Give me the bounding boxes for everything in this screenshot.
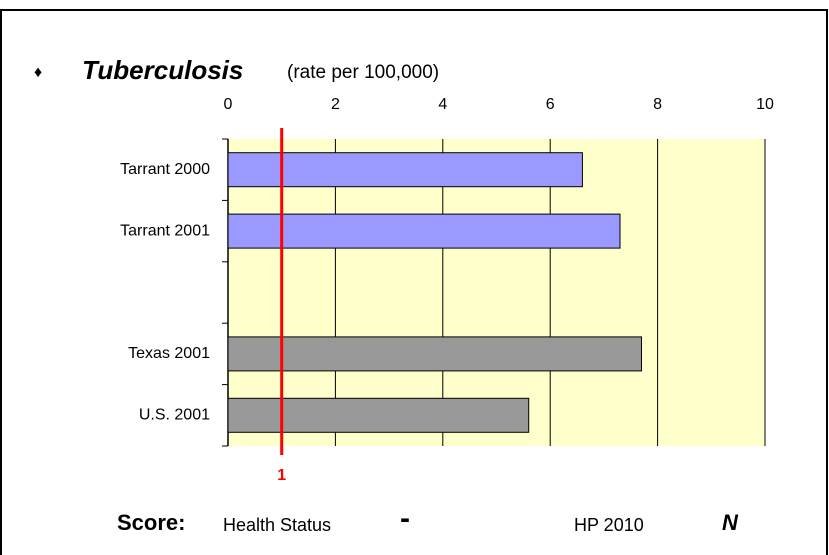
health-status: Health Status — [223, 515, 331, 535]
bar — [227, 336, 642, 372]
bar — [227, 397, 530, 433]
plot-area — [228, 139, 765, 446]
x-tick-label: 0 — [224, 96, 233, 113]
y-tick-label: U.S. 2001 — [139, 407, 210, 424]
x-tick-label: 6 — [546, 96, 555, 113]
x-tick-label: 4 — [438, 96, 447, 113]
bar — [227, 152, 583, 188]
y-tick-label: Tarrant 2000 — [120, 161, 210, 178]
score-label: Score: — [117, 510, 185, 535]
x-tick-label: 2 — [331, 96, 340, 113]
health-value: - — [400, 502, 410, 535]
x-tick-label: 8 — [653, 96, 662, 113]
x-tick-label: 10 — [756, 96, 774, 113]
bullet: ♦ — [34, 64, 42, 81]
hp-label: HP 2010 — [574, 515, 644, 535]
hp-value: N — [722, 510, 739, 535]
chart-subtitle: (rate per 100,000) — [287, 62, 439, 83]
chart-title: Tuberculosis — [82, 55, 243, 85]
target-label: 1 — [277, 467, 286, 484]
bar — [227, 213, 621, 249]
y-tick-label: Tarrant 2001 — [120, 222, 210, 239]
y-tick-label: Texas 2001 — [128, 345, 210, 362]
